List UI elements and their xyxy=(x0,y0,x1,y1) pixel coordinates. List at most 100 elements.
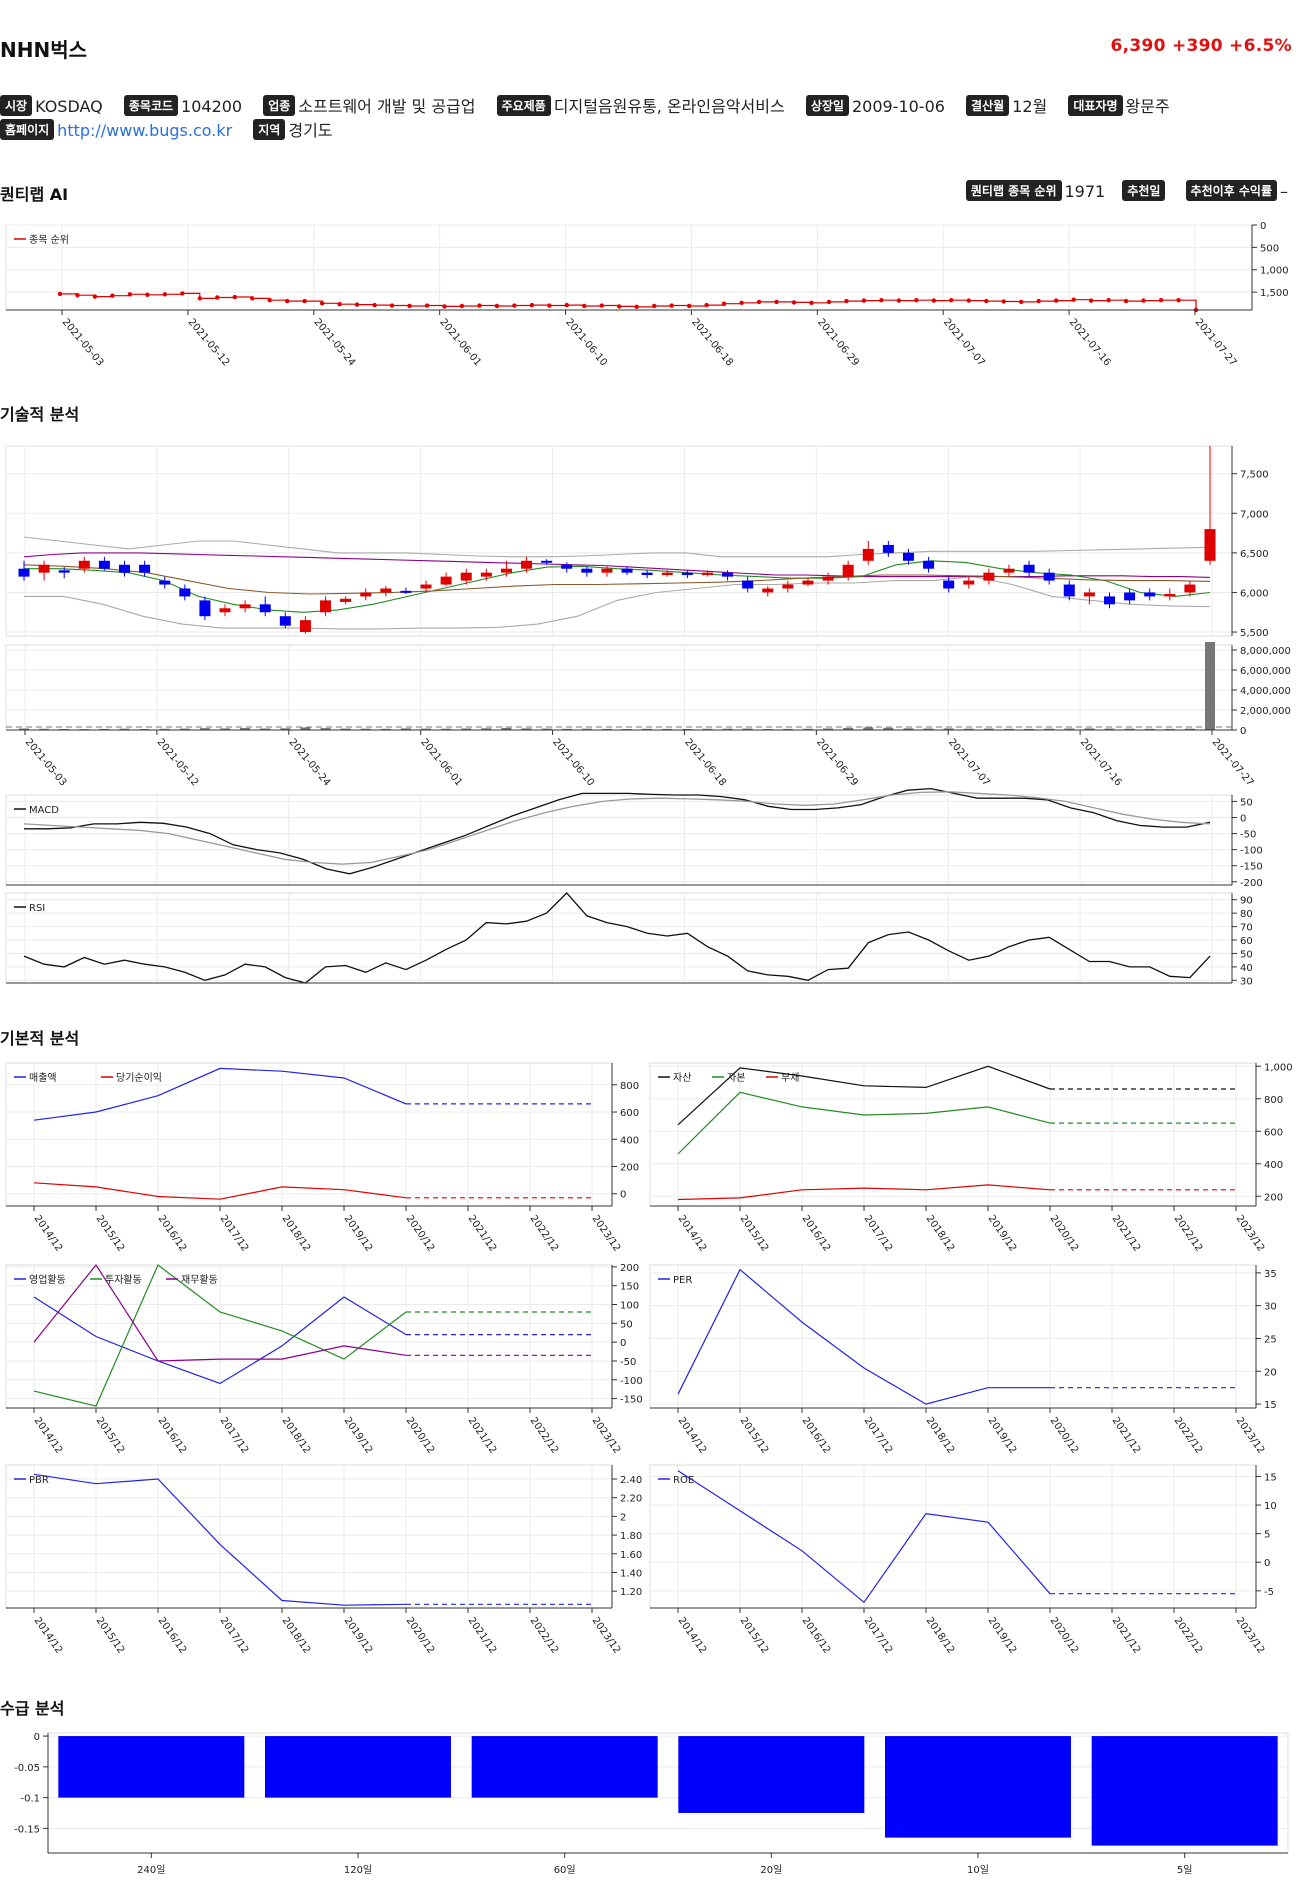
rank-point xyxy=(721,301,727,306)
sales-xtick-label: 2017/12 xyxy=(218,1213,251,1253)
sales-xtick-label: 2015/12 xyxy=(94,1213,127,1253)
rank-point xyxy=(1071,297,1076,302)
candle-body xyxy=(299,620,311,633)
per-legend-label: PER xyxy=(673,1275,692,1286)
candle-body xyxy=(521,560,533,569)
assets-ytick-label: 600 xyxy=(1264,1127,1283,1138)
rank-xtick-label: 2021-06-29 xyxy=(815,317,861,369)
candle-body xyxy=(420,584,432,589)
pbr-xtick-label: 2014/12 xyxy=(32,1615,65,1655)
candle-body xyxy=(58,570,70,573)
candle-body xyxy=(802,580,814,585)
volume-bar xyxy=(923,728,934,730)
rank-xtick-label: 2021-07-16 xyxy=(1067,317,1113,369)
ai-section-title: 퀀티랩 AI xyxy=(0,185,69,204)
cashflow-ytick-label: -50 xyxy=(620,1357,636,1368)
rank-point xyxy=(949,297,954,303)
code-tag: 종목코드 xyxy=(123,95,179,116)
candle-body xyxy=(923,560,935,569)
volume-bar xyxy=(159,728,170,730)
candle-body xyxy=(762,588,774,593)
rank-point xyxy=(966,298,971,303)
candle-body xyxy=(983,572,995,581)
candle-body xyxy=(1184,584,1196,593)
assets-xtick-label: 2016/12 xyxy=(800,1213,833,1253)
pbr-legend-label: PBR xyxy=(29,1475,49,1486)
volume-xtick-label: 2021-05-24 xyxy=(286,737,332,789)
volume-xtick-label: 2021-06-29 xyxy=(814,737,860,789)
sales-legend-label: 매출액 xyxy=(29,1072,57,1084)
volume-bar xyxy=(1044,728,1055,730)
roe-xtick-label: 2021/12 xyxy=(1110,1615,1143,1655)
per-xtick-label: 2023/12 xyxy=(1234,1415,1267,1455)
volume-bar xyxy=(541,728,552,730)
rank-point xyxy=(529,302,535,308)
assets-legend-label: 자산 xyxy=(673,1072,691,1084)
per-xtick-label: 2016/12 xyxy=(800,1415,833,1455)
rank-point xyxy=(407,303,412,309)
candle-body xyxy=(1124,592,1136,601)
rank-point xyxy=(1001,299,1006,304)
rank-point xyxy=(739,300,744,306)
supply-section-title: 수급 분석 xyxy=(0,1699,65,1718)
product-value: 디지털음원유통, 온라인음악서비스 xyxy=(553,97,785,116)
rank-point xyxy=(1019,299,1024,305)
candle-body xyxy=(963,580,975,585)
rank-point xyxy=(92,294,98,299)
volume-xtick-label: 2021-05-12 xyxy=(155,737,201,789)
stock-info-row-1: 시장 KOSDAQ 종목코드 104200 업종 소프트웨어 개발 및 공급업 주요제… xyxy=(0,93,1186,117)
volume-bar xyxy=(823,728,834,730)
volume-bar xyxy=(260,728,271,730)
pbr-xtick-label: 2023/12 xyxy=(590,1615,623,1655)
volume-bar xyxy=(119,728,130,730)
assets-xtick-label: 2021/12 xyxy=(1110,1213,1143,1253)
assets-xtick-label: 2020/12 xyxy=(1048,1213,1081,1253)
supply-xtick-label: 240일 xyxy=(137,1864,165,1876)
candle-body xyxy=(360,592,372,597)
roe-xtick-label: 2019/12 xyxy=(986,1615,1019,1655)
supply-bar xyxy=(885,1736,1071,1838)
volume-bar xyxy=(843,728,854,730)
rank-point xyxy=(1106,297,1111,303)
candle-body xyxy=(320,600,332,613)
candle-body xyxy=(400,590,412,593)
supply-xtick-label: 20일 xyxy=(760,1864,782,1876)
roe-xtick-label: 2014/12 xyxy=(676,1615,709,1655)
volume-bar xyxy=(400,728,411,730)
rank-xtick-label: 2021-06-10 xyxy=(563,317,609,369)
candle-body xyxy=(18,568,30,577)
rsi-ytick-label: 70 xyxy=(1240,923,1253,934)
candle-body xyxy=(882,544,894,553)
volume-xtick-label: 2021-07-07 xyxy=(946,737,992,789)
volume-bar xyxy=(883,727,894,730)
candle-body xyxy=(460,572,472,581)
roe-ytick-label: 5 xyxy=(1264,1530,1270,1541)
sales-xtick-label: 2021/12 xyxy=(466,1213,499,1253)
volume-ytick-label: 8,000,000 xyxy=(1240,646,1291,657)
per-xtick-label: 2017/12 xyxy=(862,1415,895,1455)
sales-legend-label: 당기순이익 xyxy=(116,1072,162,1084)
pbr-xtick-label: 2020/12 xyxy=(404,1615,437,1655)
per-ytick-label: 25 xyxy=(1264,1334,1277,1345)
volume-bar xyxy=(782,728,793,730)
rank-xtick-label: 2021-05-12 xyxy=(186,317,232,369)
macd-MACD-line xyxy=(24,787,1211,875)
rank-point xyxy=(424,303,430,308)
rsi-ytick-label: 30 xyxy=(1240,976,1253,987)
rank-point xyxy=(75,293,80,298)
candle-body xyxy=(500,568,512,573)
volume-bar xyxy=(742,728,753,730)
homepage-link[interactable]: http://www.bugs.co.kr xyxy=(57,121,233,140)
volume-bar xyxy=(722,728,733,730)
rec-date-tag: 추천일 xyxy=(1122,180,1166,201)
volume-bar xyxy=(421,728,432,730)
fundamental-section-title: 기본적 분석 xyxy=(0,1029,80,1048)
macd-ytick-label: -100 xyxy=(1240,846,1263,857)
assets-chart-panel xyxy=(649,1062,1257,1207)
rank-point xyxy=(162,292,168,297)
per-xtick-label: 2021/12 xyxy=(1110,1415,1143,1455)
listing-tag: 상장일 xyxy=(805,95,849,116)
candle-body xyxy=(1083,592,1095,597)
supply-xtick-label: 60일 xyxy=(554,1864,576,1876)
